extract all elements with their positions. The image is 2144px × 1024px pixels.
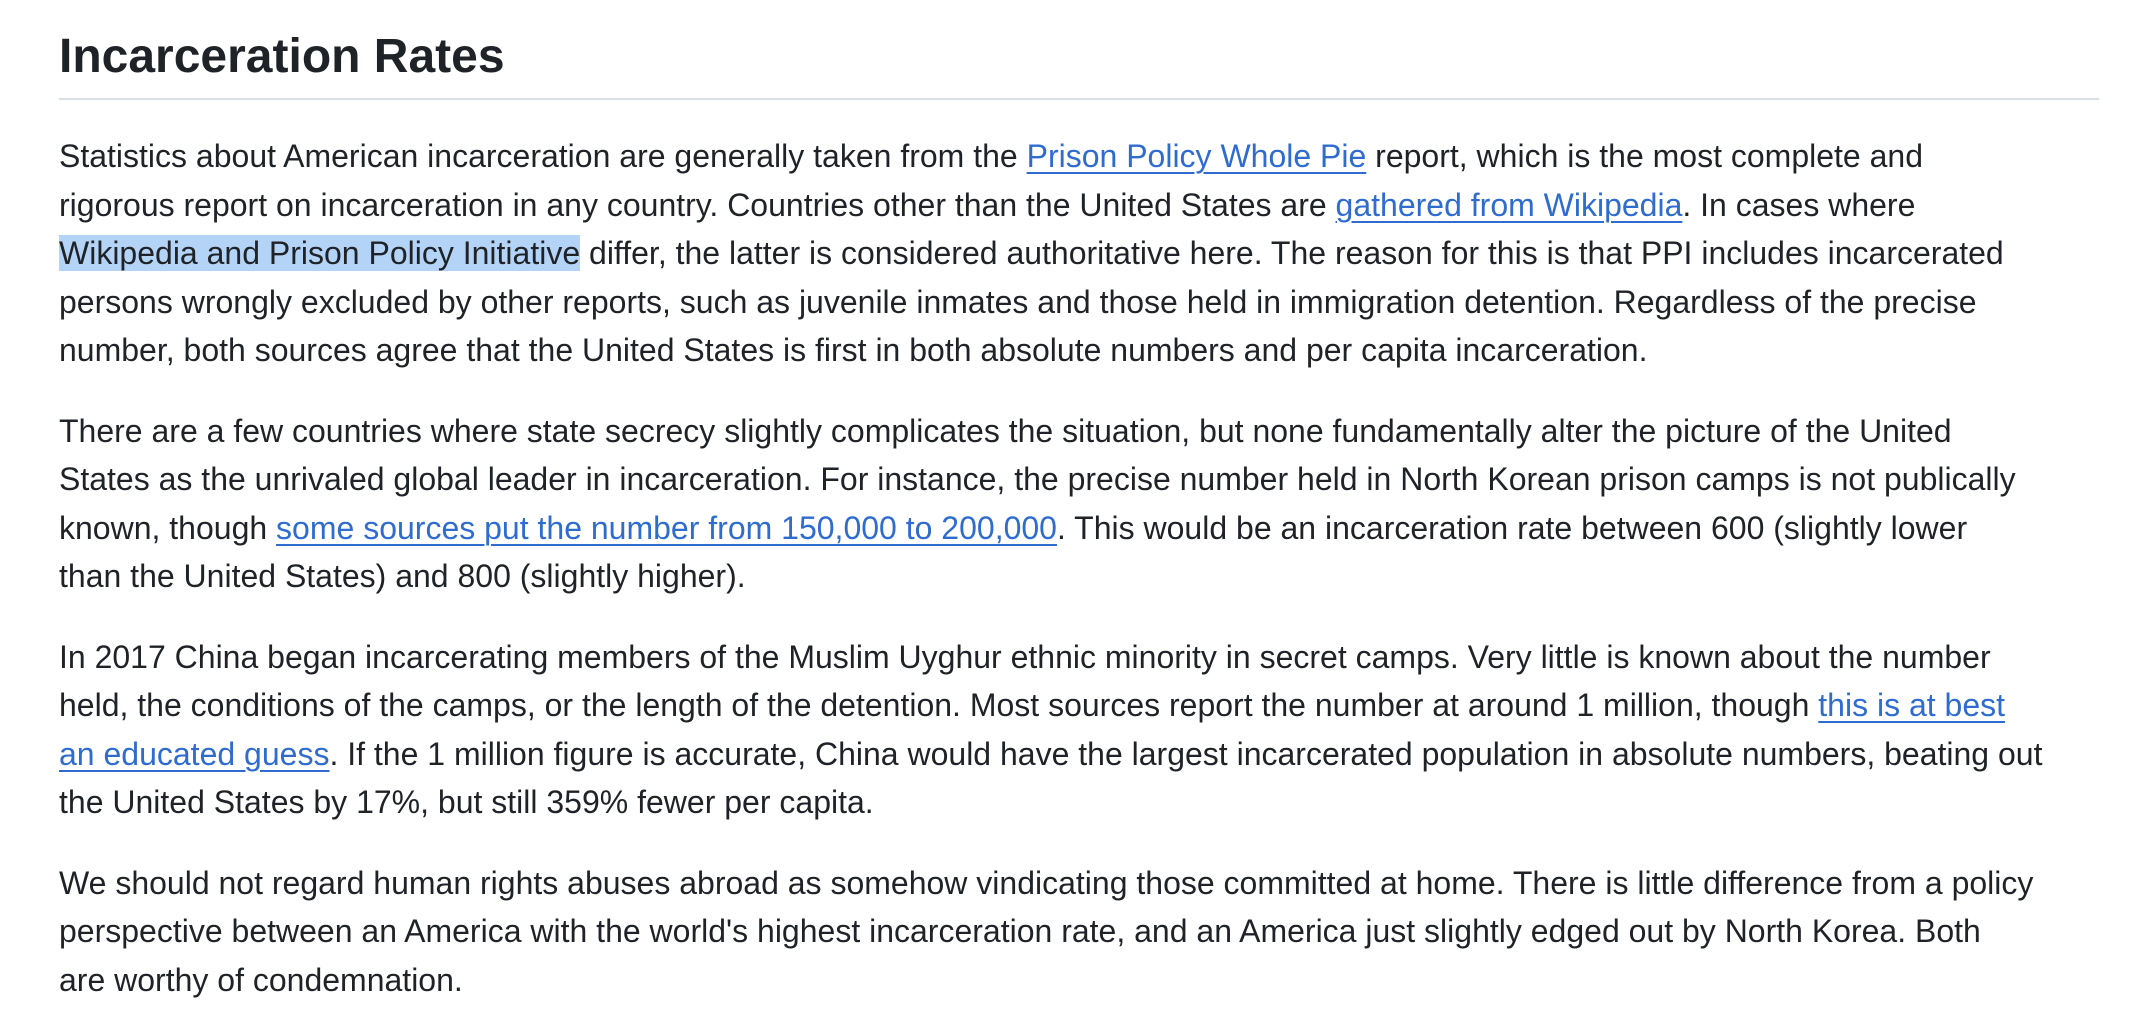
section-heading: Incarceration Rates (59, 24, 2099, 100)
selected-text[interactable]: Wikipedia and Prison Policy Initiative (59, 235, 581, 271)
text-run: differ, the latter is considered authori… (580, 235, 2004, 271)
paragraph-line: an educated guess. If the 1 million figu… (59, 730, 2099, 779)
paragraph-3: In 2017 China began incarcerating member… (59, 633, 2099, 827)
prison-policy-whole-pie-link[interactable]: Prison Policy Whole Pie (1026, 138, 1367, 174)
paragraph-line: number, both sources agree that the Unit… (59, 332, 1648, 368)
paragraph-line: We should not regard human rights abuses… (59, 864, 2034, 901)
paragraph-line: held, the conditions of the camps, or th… (59, 681, 2099, 730)
paragraph-1: Statistics about American incarceration … (59, 132, 2099, 375)
text-run: held, the conditions of the camps, or th… (59, 687, 1819, 723)
educated-guess-link-continued[interactable]: an educated guess (59, 735, 330, 772)
paragraph-4: We should not regard human rights abuses… (59, 859, 2099, 1005)
paragraph-line: In 2017 China began incarcerating member… (59, 638, 1991, 675)
paragraph-2: There are a few countries where state se… (59, 407, 2099, 601)
text-run: report, which is the most complete and (1366, 138, 1923, 174)
text-run: . If the 1 million figure is accurate, C… (329, 735, 2043, 772)
paragraph-line: perspective between an America with the … (59, 913, 1981, 949)
text-run: rigorous report on incarceration in any … (59, 186, 1336, 223)
text-run: . This would be an incarceration rate be… (1056, 509, 1968, 546)
paragraph-line: are worthy of condemnation. (59, 961, 463, 998)
paragraph-line: There are a few countries where state se… (59, 412, 1952, 449)
text-run: Statistics about American incarceration … (59, 138, 1027, 174)
text-run: known, though (59, 509, 277, 546)
paragraph-line: States as the unrivaled global leader in… (59, 461, 2016, 497)
text-run: . In cases where (1682, 186, 1916, 223)
paragraph-line: rigorous report on incarceration in any … (59, 181, 2099, 230)
paragraph-line: Wikipedia and Prison Policy Initiative d… (59, 229, 2099, 278)
paragraph-line: the United States by 17%, but still 359%… (59, 784, 874, 820)
paragraph-line: than the United States) and 800 (slightl… (59, 558, 746, 594)
paragraph-line: known, though some sources put the numbe… (59, 504, 2099, 553)
north-korea-sources-link[interactable]: some sources put the number from 150,000… (276, 509, 1057, 546)
paragraph-line: persons wrongly excluded by other report… (59, 283, 1977, 320)
paragraph-line: Statistics about American incarceration … (59, 132, 2099, 181)
educated-guess-link[interactable]: this is at best (1818, 687, 2006, 723)
article: Incarceration Rates Statistics about Ame… (59, 24, 2099, 1004)
gathered-from-wikipedia-link[interactable]: gathered from Wikipedia (1335, 186, 1683, 223)
